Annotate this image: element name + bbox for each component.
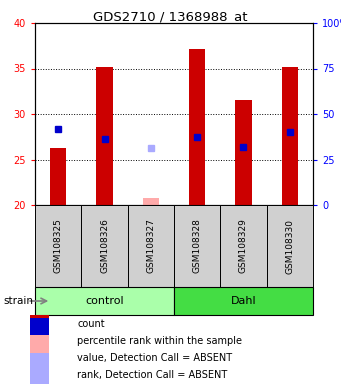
Text: GSM108326: GSM108326 — [100, 218, 109, 273]
Bar — [30, 301, 49, 346]
Text: strain: strain — [3, 296, 33, 306]
Text: GSM108330: GSM108330 — [285, 218, 294, 273]
Bar — [97, 67, 113, 205]
Bar — [267, 205, 313, 287]
Bar — [30, 353, 49, 384]
Bar — [35, 205, 81, 287]
Text: count: count — [77, 319, 105, 329]
Text: GSM108327: GSM108327 — [146, 218, 155, 273]
Bar — [174, 205, 220, 287]
Bar — [30, 335, 49, 381]
Text: rank, Detection Call = ABSENT: rank, Detection Call = ABSENT — [77, 371, 227, 381]
Bar — [143, 198, 159, 205]
Text: percentile rank within the sample: percentile rank within the sample — [77, 336, 242, 346]
Text: GSM108328: GSM108328 — [193, 218, 202, 273]
Text: value, Detection Call = ABSENT: value, Detection Call = ABSENT — [77, 353, 233, 363]
Bar — [30, 318, 49, 364]
Text: GSM108325: GSM108325 — [54, 218, 63, 273]
Bar — [50, 148, 66, 205]
Text: control: control — [85, 296, 124, 306]
Bar — [220, 205, 267, 287]
Text: GSM108329: GSM108329 — [239, 218, 248, 273]
Bar — [35, 287, 174, 315]
Bar — [128, 205, 174, 287]
Bar — [174, 287, 313, 315]
Text: Dahl: Dahl — [231, 296, 256, 306]
Bar — [282, 67, 298, 205]
Bar — [81, 205, 128, 287]
Bar — [189, 50, 205, 205]
Bar — [235, 100, 252, 205]
Text: GDS2710 / 1368988_at: GDS2710 / 1368988_at — [93, 10, 248, 23]
